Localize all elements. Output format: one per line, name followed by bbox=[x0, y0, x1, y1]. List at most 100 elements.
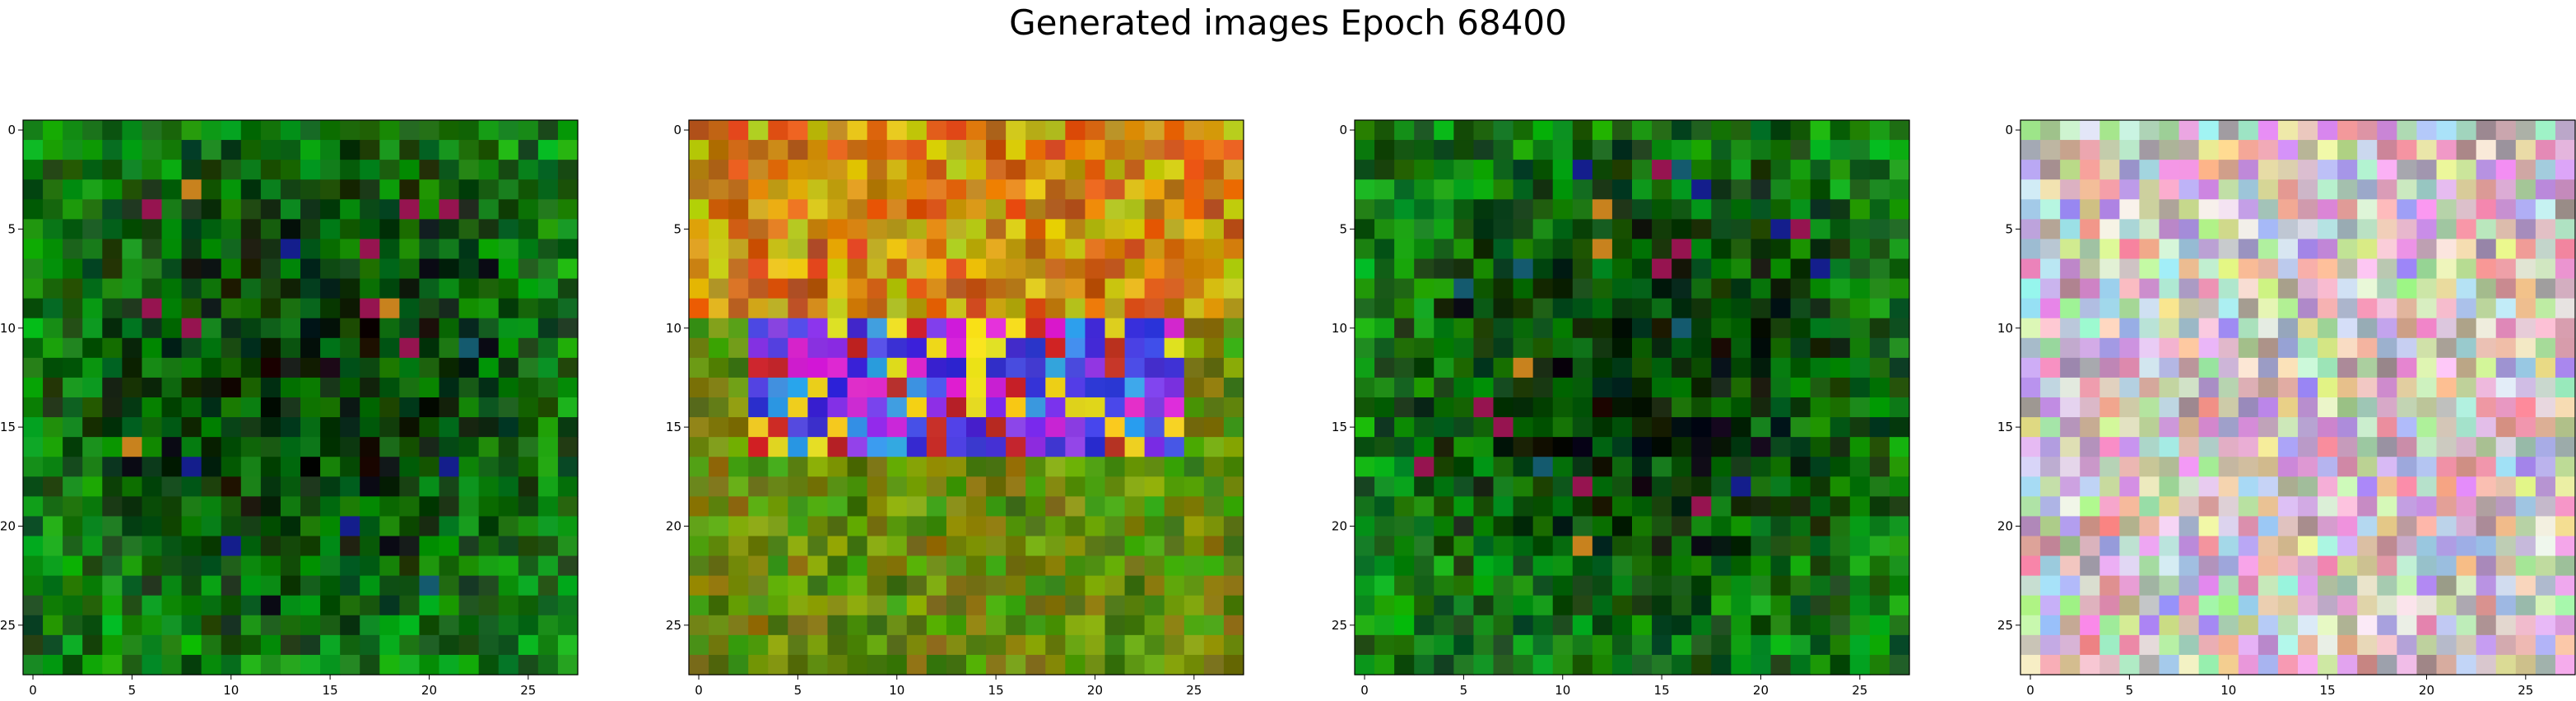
pixel-cell bbox=[1552, 516, 1574, 537]
pixel-cell bbox=[1652, 654, 1672, 675]
pixel-cell bbox=[2495, 219, 2517, 240]
pixel-cell bbox=[320, 239, 341, 260]
pixel-cell bbox=[788, 437, 809, 457]
pixel-cell bbox=[478, 516, 500, 537]
pixel-cell bbox=[537, 318, 559, 339]
pixel-cell bbox=[2119, 337, 2141, 359]
pixel-cell bbox=[300, 140, 321, 160]
pixel-cell bbox=[2099, 278, 2120, 299]
pixel-cell bbox=[1731, 318, 1752, 339]
pixel-cell bbox=[1711, 258, 1732, 280]
pixel-cell bbox=[827, 298, 849, 319]
pixel-cell bbox=[827, 654, 849, 675]
pixel-cell bbox=[2178, 654, 2200, 675]
pixel-cell bbox=[906, 318, 928, 339]
pixel-cell bbox=[1006, 496, 1026, 518]
pixel-cell bbox=[1532, 555, 1554, 577]
pixel-cell bbox=[1652, 496, 1672, 518]
pixel-cell bbox=[946, 457, 967, 477]
pixel-cell bbox=[1374, 199, 1395, 220]
pixel-cell bbox=[768, 120, 788, 141]
pixel-cell bbox=[419, 457, 440, 477]
pixel-cell bbox=[300, 437, 321, 457]
pixel-cell bbox=[1434, 437, 1454, 457]
pixel-cell bbox=[2218, 298, 2239, 319]
pixel-cell bbox=[1513, 318, 1534, 339]
pixel-cell bbox=[2436, 357, 2457, 378]
pixel-cell bbox=[1552, 377, 1574, 398]
pixel-cell bbox=[2416, 397, 2438, 418]
pixel-cell bbox=[1434, 160, 1454, 180]
pixel-cell bbox=[2555, 496, 2576, 518]
pixel-cell bbox=[2139, 160, 2160, 180]
pixel-cell bbox=[1810, 377, 1831, 398]
pixel-cell bbox=[201, 437, 222, 457]
pixel-cell bbox=[260, 199, 281, 220]
pixel-cell bbox=[1711, 397, 1732, 418]
pixel-cell bbox=[1691, 377, 1712, 398]
pixel-cell bbox=[1453, 575, 1475, 597]
pixel-cell bbox=[1124, 357, 1146, 378]
pixel-cell bbox=[1810, 298, 1831, 319]
pixel-cell bbox=[2277, 555, 2299, 577]
pixel-cell bbox=[1065, 575, 1086, 597]
pixel-cell bbox=[142, 496, 163, 518]
pixel-cell bbox=[689, 437, 709, 457]
pixel-cell bbox=[2040, 160, 2061, 180]
pixel-cell bbox=[102, 536, 123, 557]
pixel-cell bbox=[1572, 377, 1593, 398]
pixel-cell bbox=[478, 476, 500, 497]
pixel-cell bbox=[2555, 219, 2576, 240]
pixel-cell bbox=[280, 160, 301, 180]
pixel-cell bbox=[240, 516, 262, 537]
pixel-cell bbox=[867, 615, 888, 636]
pixel-cell bbox=[260, 337, 281, 359]
pixel-cell bbox=[1203, 496, 1225, 518]
pixel-cell bbox=[2436, 437, 2457, 457]
pixel-cell bbox=[788, 595, 809, 616]
pixel-cell bbox=[1065, 120, 1086, 141]
pixel-cell bbox=[2515, 595, 2536, 616]
pixel-cell bbox=[439, 457, 460, 477]
pixel-cell bbox=[1203, 318, 1225, 339]
pixel-cell bbox=[1104, 160, 1126, 180]
pixel-cell bbox=[399, 417, 421, 438]
pixel-cell bbox=[2535, 595, 2556, 616]
pixel-cell bbox=[1434, 140, 1454, 160]
pixel-cell bbox=[1223, 397, 1244, 418]
pixel-cell bbox=[1104, 555, 1126, 577]
pixel-cell bbox=[399, 516, 421, 537]
pixel-cell bbox=[1006, 615, 1026, 636]
pixel-cell bbox=[518, 654, 539, 675]
pixel-cell bbox=[379, 318, 400, 339]
pixel-cell bbox=[1183, 337, 1205, 359]
pixel-cell bbox=[906, 377, 928, 398]
pixel-cell bbox=[102, 654, 123, 675]
pixel-cell bbox=[1394, 219, 1415, 240]
pixel-cell bbox=[2495, 634, 2517, 656]
pixel-cell bbox=[1572, 634, 1593, 656]
pixel-cell bbox=[2555, 417, 2576, 438]
pixel-cell bbox=[2416, 476, 2438, 497]
pixel-cell bbox=[1434, 258, 1454, 280]
pixel-cell bbox=[320, 199, 341, 220]
pixel-cell bbox=[320, 298, 341, 319]
pixel-cell bbox=[360, 199, 380, 220]
pixel-cell bbox=[1085, 278, 1106, 299]
pixel-cell bbox=[2198, 258, 2220, 280]
pixel-cell bbox=[1355, 457, 1375, 477]
pixel-cell bbox=[1045, 298, 1066, 319]
pixel-cell bbox=[2397, 298, 2418, 319]
pixel-cell bbox=[1869, 199, 1890, 220]
pixel-cell bbox=[1164, 555, 1185, 577]
pixel-cell bbox=[2139, 457, 2160, 477]
pixel-cell bbox=[2318, 278, 2338, 299]
pixel-cell bbox=[1652, 239, 1672, 260]
pixel-cell bbox=[122, 654, 143, 675]
pixel-cell bbox=[161, 654, 183, 675]
pixel-cell bbox=[1889, 397, 1910, 418]
pixel-cell bbox=[2318, 536, 2338, 557]
pixel-cell bbox=[2416, 457, 2438, 477]
pixel-cell bbox=[2377, 615, 2397, 636]
pixel-cell bbox=[458, 160, 480, 180]
